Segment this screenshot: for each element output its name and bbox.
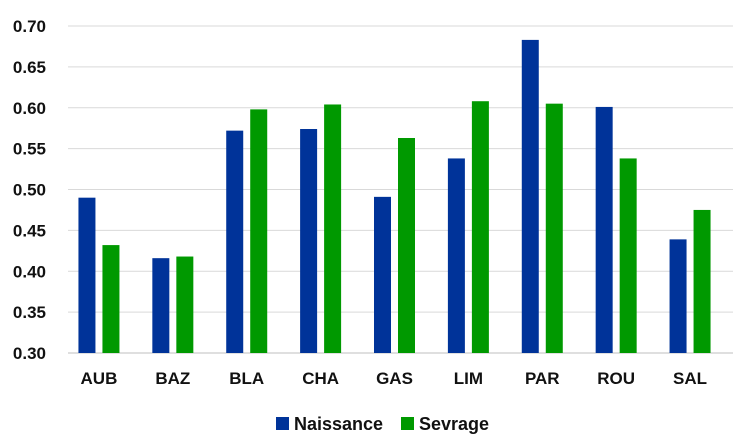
bar-sevrage-lim: [471, 101, 489, 354]
y-tick-label: 0.60: [13, 99, 46, 118]
bar-sevrage-sal: [693, 209, 711, 353]
x-tick-label: BAZ: [155, 369, 190, 388]
x-tick-label: ROU: [597, 369, 635, 388]
legend-swatch-sevrage: [401, 417, 414, 430]
bar-naissance-gas: [374, 196, 391, 353]
y-tick-label: 0.70: [13, 17, 46, 36]
bar-naissance-cha: [300, 129, 318, 353]
y-tick-label: 0.35: [13, 303, 46, 322]
legend-label-sevrage: Sevrage: [419, 414, 489, 434]
bar-naissance-sal: [669, 239, 687, 353]
legend-swatch-naissance: [276, 417, 289, 430]
x-tick-label: AUB: [81, 369, 118, 388]
bar-sevrage-rou: [619, 158, 637, 353]
y-tick-label: 0.45: [13, 221, 46, 240]
bar-sevrage-par: [545, 103, 563, 353]
x-tick-label: PAR: [525, 369, 560, 388]
y-tick-label: 0.65: [13, 58, 46, 77]
y-tick-label: 0.30: [13, 344, 46, 363]
x-tick-label: LIM: [454, 369, 483, 388]
y-tick-label: 0.55: [13, 140, 46, 159]
x-tick-label: SAL: [673, 369, 707, 388]
bar-naissance-lim: [447, 158, 465, 353]
legend-label-naissance: Naissance: [294, 414, 383, 434]
bar-sevrage-gas: [398, 137, 415, 353]
y-tick-label: 0.50: [13, 181, 46, 200]
bar-naissance-baz: [152, 258, 170, 353]
y-tick-label: 0.40: [13, 262, 46, 281]
bar-naissance-aub: [78, 197, 96, 353]
bar-sevrage-bla: [250, 109, 268, 353]
x-tick-label: BLA: [229, 369, 264, 388]
x-tick-label: CHA: [302, 369, 339, 388]
x-tick-label: GAS: [376, 369, 413, 388]
bar-naissance-bla: [226, 130, 244, 353]
bar-sevrage-cha: [324, 104, 342, 353]
bar-naissance-par: [521, 39, 539, 354]
bar-sevrage-aub: [102, 245, 120, 353]
bar-sevrage-baz: [176, 256, 194, 353]
bar-naissance-rou: [595, 106, 613, 354]
